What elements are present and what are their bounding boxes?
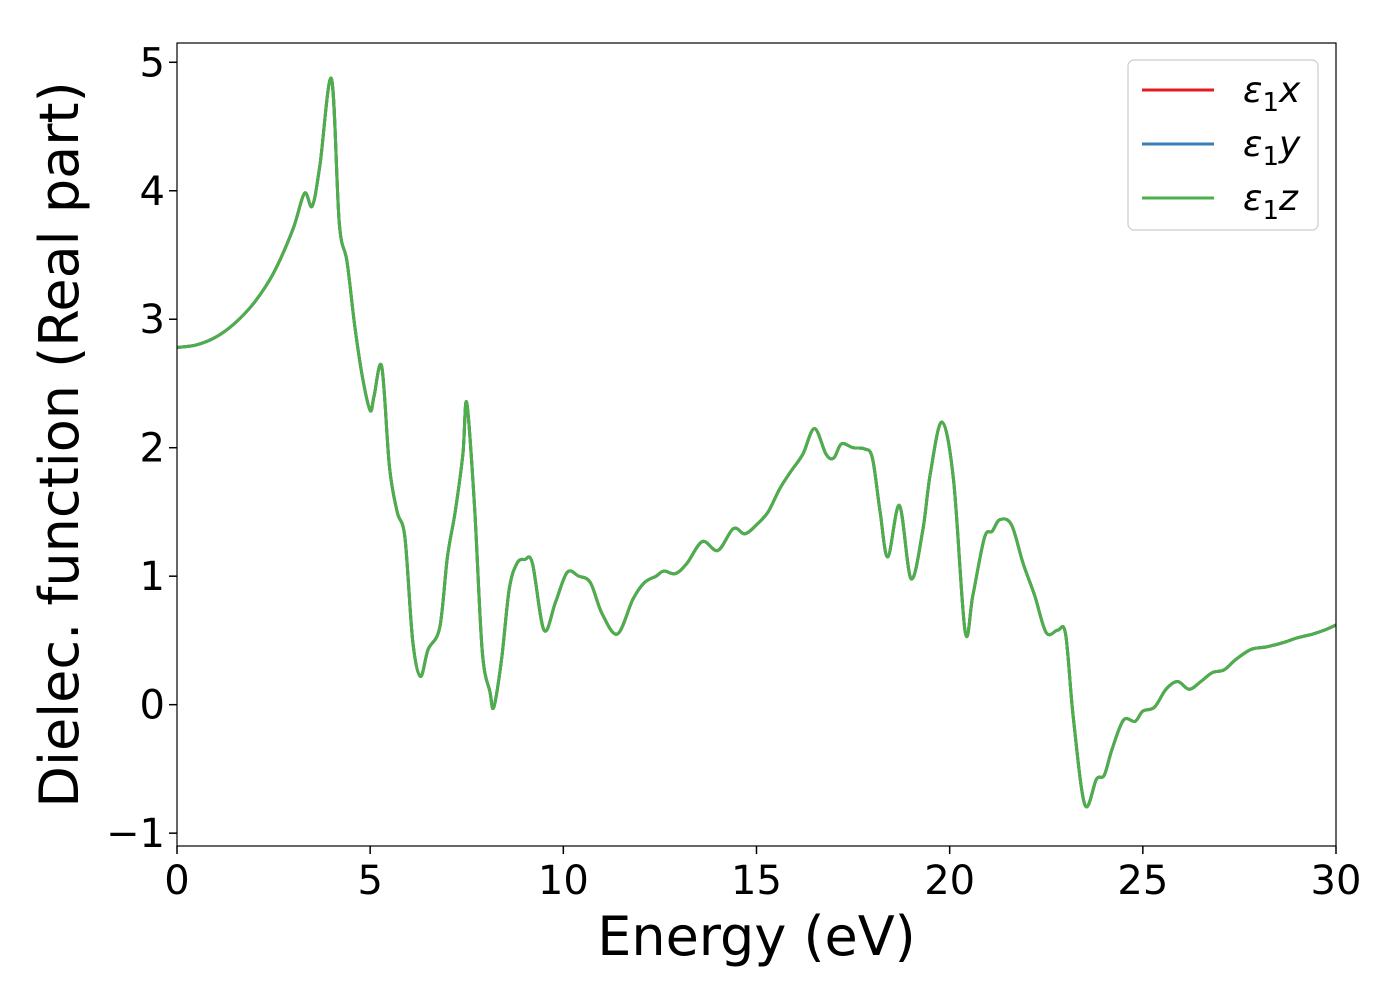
x-tick-label: 15 (731, 858, 782, 904)
x-tick-label: 5 (357, 858, 382, 904)
legend: ε1x ε1y ε1z (1127, 59, 1319, 231)
x-tick-label: 0 (164, 858, 189, 904)
x-tick-label: 30 (1311, 858, 1362, 904)
legend-box (1127, 59, 1319, 231)
y-axis-label: Dielec. function (Real part) (28, 81, 91, 807)
y-tick-label: 2 (140, 426, 165, 472)
x-tick-label: 25 (1117, 858, 1168, 904)
y-tick-label: 4 (140, 169, 165, 215)
series-layer (177, 76, 1336, 809)
y-tick-label: 3 (140, 297, 165, 343)
x-tick-label: 20 (924, 858, 975, 904)
y-tick-label: −1 (106, 811, 165, 857)
y-tick-label: 5 (140, 40, 165, 86)
y-axis: −1 0 1 2 3 4 5 (106, 40, 177, 857)
series-line-z (177, 76, 1336, 809)
legend-label-z: ε1z (1243, 178, 1299, 226)
x-axis-label: Energy (eV) (597, 905, 916, 968)
y-tick-label: 0 (140, 683, 165, 729)
legend-label-x: ε1x (1243, 70, 1301, 118)
x-tick-label: 10 (538, 858, 589, 904)
x-axis: 0 5 10 15 20 25 30 (164, 846, 1361, 904)
y-tick-label: 1 (140, 554, 165, 600)
legend-label-y: ε1y (1243, 124, 1301, 172)
